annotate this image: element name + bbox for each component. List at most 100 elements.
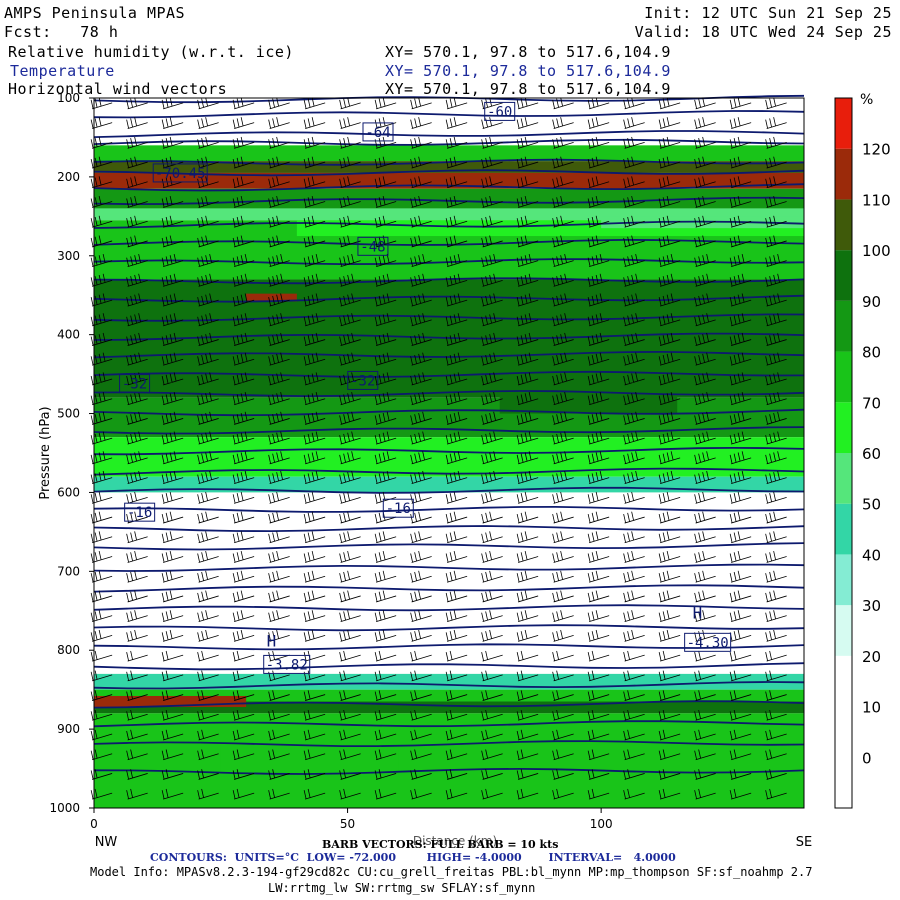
colorbar-tick-label: 50 <box>862 496 881 514</box>
isotherm-contour <box>93 720 805 728</box>
rh-patch <box>246 293 297 302</box>
x-start-label: NW <box>95 835 118 850</box>
x-axis-title: Distance (km) <box>413 834 497 848</box>
contour-label: -70.45 <box>155 166 206 182</box>
isotherm-contour <box>93 426 805 435</box>
rh-band <box>94 713 804 808</box>
contour-label-box <box>263 654 311 674</box>
contour-label: -64 <box>365 125 390 141</box>
field-temperature-label: Temperature <box>10 62 115 80</box>
isotherm-contour <box>93 700 805 709</box>
isotherm-contour <box>93 681 805 690</box>
colorbar-tick-label: 70 <box>862 394 881 412</box>
isotherm-contour <box>93 584 805 593</box>
isotherm-contour <box>93 767 805 775</box>
isotherm-contour <box>93 196 805 206</box>
isotherm-contour <box>93 486 805 494</box>
wind-barb-field <box>90 97 787 800</box>
isotherm-contour <box>93 294 805 303</box>
colorbar-frame <box>834 97 853 809</box>
isotherm-contour <box>93 624 805 632</box>
field-rh-label: Relative humidity (w.r.t. ice) <box>8 43 294 61</box>
colorbar-tick-label: 90 <box>862 293 881 311</box>
y-tick-label: 100 <box>57 91 80 105</box>
contour-label: -32 <box>350 373 375 389</box>
rh-band <box>94 397 804 438</box>
isotherm-contour <box>93 740 805 747</box>
x-tick-label: 0 <box>90 817 98 831</box>
isotherm-contour <box>93 563 805 572</box>
isotherm-contour <box>93 542 805 551</box>
contour-label-box <box>152 163 208 183</box>
isotherm-contour <box>93 467 805 476</box>
isotherm-contour <box>93 130 805 138</box>
colorbar-unit: % <box>860 92 873 108</box>
colorbar-tick-label: 60 <box>862 445 881 463</box>
cross-section-xy-1: XY= 570.1, 97.8 to 517.6,104.9 <box>385 43 671 61</box>
high-marker: H <box>693 604 703 623</box>
y-tick-label: 700 <box>57 564 80 578</box>
isotherm-contour <box>93 408 805 417</box>
x-end-label: SE <box>796 835 812 850</box>
contour-label-box <box>119 374 151 394</box>
rh-patch <box>94 172 449 185</box>
colorbar-segment <box>835 402 852 453</box>
rh-band <box>94 689 804 702</box>
x-tick-label: 50 <box>340 817 355 831</box>
field-wind-label: Horizontal wind vectors <box>8 80 228 98</box>
isotherm-contour <box>93 238 805 246</box>
y-tick-label: 800 <box>57 643 80 657</box>
cross-section-xy-2: XY= 570.1, 97.8 to 517.6,104.9 <box>385 62 671 80</box>
plot-frame <box>93 97 805 809</box>
isotherm-contour <box>93 332 805 341</box>
colorbar-tick-label: 40 <box>862 546 881 564</box>
isotherm-contour <box>93 505 805 513</box>
contour-label-box <box>684 632 732 652</box>
model-title: AMPS Peninsula MPAS <box>4 4 186 22</box>
forecast-hour: Fcst: 78 h <box>4 23 119 41</box>
isotherm-contour <box>93 350 805 359</box>
y-tick-label: 600 <box>57 485 80 499</box>
rh-band <box>94 208 804 221</box>
rh-band <box>94 161 804 173</box>
colorbar-tick-label: 110 <box>862 191 891 209</box>
model-info: Model Info: MPASv8.2.3-194-gf29cd82c CU:… <box>90 865 813 879</box>
barb-legend: BARB VECTORS: FULL BARB = 10 kts <box>322 838 559 851</box>
rh-band <box>94 145 804 162</box>
colorbar-segment <box>835 98 852 149</box>
isotherm-contour <box>93 313 805 322</box>
colorbar-segment <box>835 250 852 301</box>
rh-patch <box>94 695 247 708</box>
colorbar-tick-label: 0 <box>862 749 872 767</box>
isotherm-contour <box>93 258 805 266</box>
isotherm-contour <box>93 662 805 671</box>
contour-label: -32 <box>122 377 147 393</box>
contour-label-box <box>362 122 394 142</box>
x-tick-label: 100 <box>590 817 613 831</box>
colorbar-tick-label: 10 <box>862 699 881 717</box>
init-time: Init: 12 UTC Sun 21 Sep 25 <box>644 4 892 22</box>
isotherm-contour <box>93 158 805 166</box>
contour-label-box <box>124 502 156 522</box>
contour-info: CONTOURS: UNITS=°C LOW= -72.000 HIGH= -4… <box>150 851 676 864</box>
contour-label: -4.30 <box>687 635 729 651</box>
isotherm-contour <box>93 183 805 192</box>
colorbar-segment <box>835 300 852 352</box>
isotherm-contour <box>93 110 805 119</box>
colorbar-tick-label: 100 <box>862 242 891 260</box>
isotherm-contour <box>93 370 805 378</box>
colorbar-segment <box>835 655 852 707</box>
isotherm-contour <box>93 446 805 456</box>
contour-label: -48 <box>360 239 385 255</box>
contour-label-box <box>484 101 516 121</box>
contour-label: -16 <box>127 505 152 521</box>
y-tick-label: 300 <box>57 249 80 263</box>
rh-patch <box>220 744 399 777</box>
y-tick-label: 500 <box>57 407 80 421</box>
rh-band <box>94 188 804 209</box>
colorbar-segment <box>835 554 852 606</box>
colorbar-segment <box>835 503 852 555</box>
isotherm-contour <box>93 169 805 177</box>
colorbar-tick-label: 80 <box>862 344 881 362</box>
isotherm-contour <box>93 138 805 146</box>
